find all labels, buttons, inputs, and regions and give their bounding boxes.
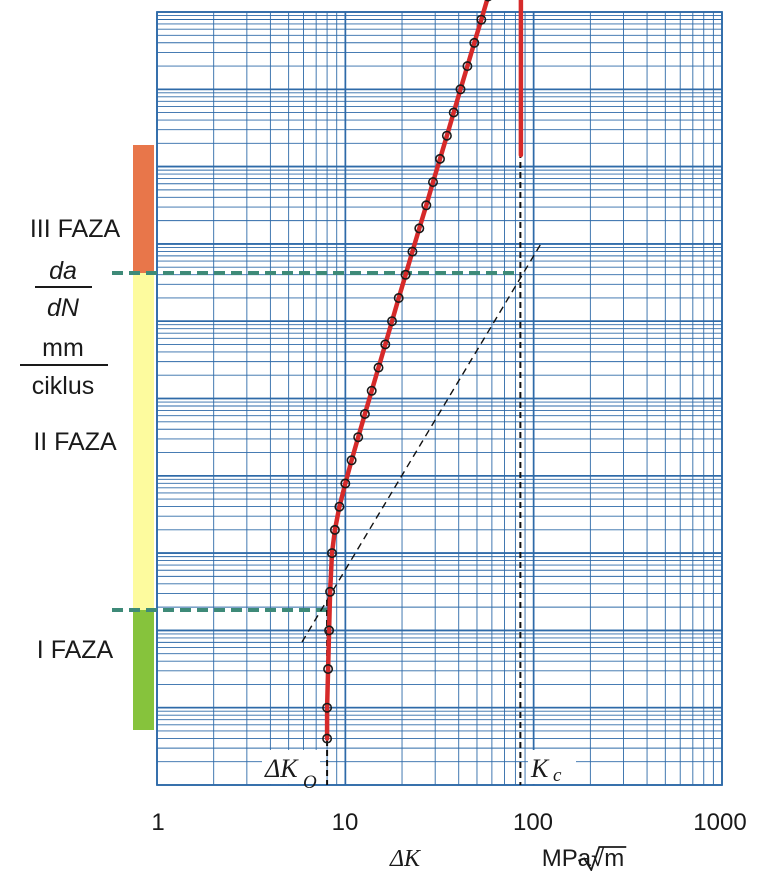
log-grid: [156, 11, 723, 786]
paris-asymptote-line: [301, 241, 543, 643]
data-point: [434, 153, 445, 164]
phase-bar-2: [133, 273, 154, 610]
phase-label-iii: III FAZA: [30, 215, 121, 243]
phase-boundaries: [112, 271, 520, 612]
phase-bars: [133, 145, 154, 730]
data-point: [346, 455, 357, 466]
fitted-curve: [324, 0, 524, 741]
data-point: [353, 432, 364, 443]
data-point: [324, 625, 335, 636]
data-point: [322, 702, 333, 713]
data-point: [407, 246, 418, 257]
x-tick-label-1: 1: [151, 809, 164, 836]
radical-sign: [577, 846, 627, 871]
data-point: [455, 84, 466, 95]
phase-label-ii: II FAZA: [33, 428, 117, 456]
plot-frame: [156, 11, 723, 786]
x-axis-label: ΔK: [389, 846, 422, 871]
critical-label-sub: c: [553, 765, 562, 786]
asymptote-line: [301, 241, 543, 643]
data-point: [322, 733, 333, 744]
data-point: [400, 269, 411, 280]
data-point: [441, 130, 452, 141]
data-point: [484, 0, 492, 2]
data-point: [469, 37, 480, 48]
data-point: [373, 362, 384, 373]
data-point: [359, 408, 370, 419]
y-label-denominator: dN: [47, 294, 80, 322]
phase-label-i: I FAZA: [37, 636, 114, 664]
critical-label-bg: [528, 750, 576, 784]
critical-label-main: K: [530, 754, 550, 783]
data-point: [448, 107, 459, 118]
y-label-unit-top: mm: [42, 334, 84, 362]
data-point: [334, 501, 345, 512]
data-point: [340, 478, 351, 489]
data-point: [421, 200, 432, 211]
data-point: [386, 316, 397, 327]
y-label-unit-bottom: ciklus: [32, 372, 95, 400]
x-tick-label-10: 10: [332, 809, 359, 836]
fitted-curve-line: [324, 0, 524, 741]
data-point: [325, 586, 336, 597]
threshold-label-main: ΔK: [264, 754, 299, 783]
data-point: [414, 223, 425, 234]
data-point: [329, 524, 340, 535]
phase-bar-1: [133, 145, 154, 273]
data-points: [322, 0, 492, 744]
data-point: [323, 663, 334, 674]
x-tick-label-100: 100: [513, 809, 553, 836]
data-point: [366, 385, 377, 396]
data-point: [380, 339, 391, 350]
data-point: [326, 548, 337, 559]
data-point: [462, 61, 473, 72]
y-label-numerator: da: [49, 257, 77, 285]
phase-bar-3: [133, 610, 154, 730]
threshold-label-sub: O: [303, 772, 317, 793]
data-point: [427, 177, 438, 188]
data-point: [476, 14, 487, 25]
threshold-label-bg: [262, 750, 320, 784]
data-point: [393, 292, 404, 303]
x-tick-label-1000: 1000: [693, 809, 746, 836]
